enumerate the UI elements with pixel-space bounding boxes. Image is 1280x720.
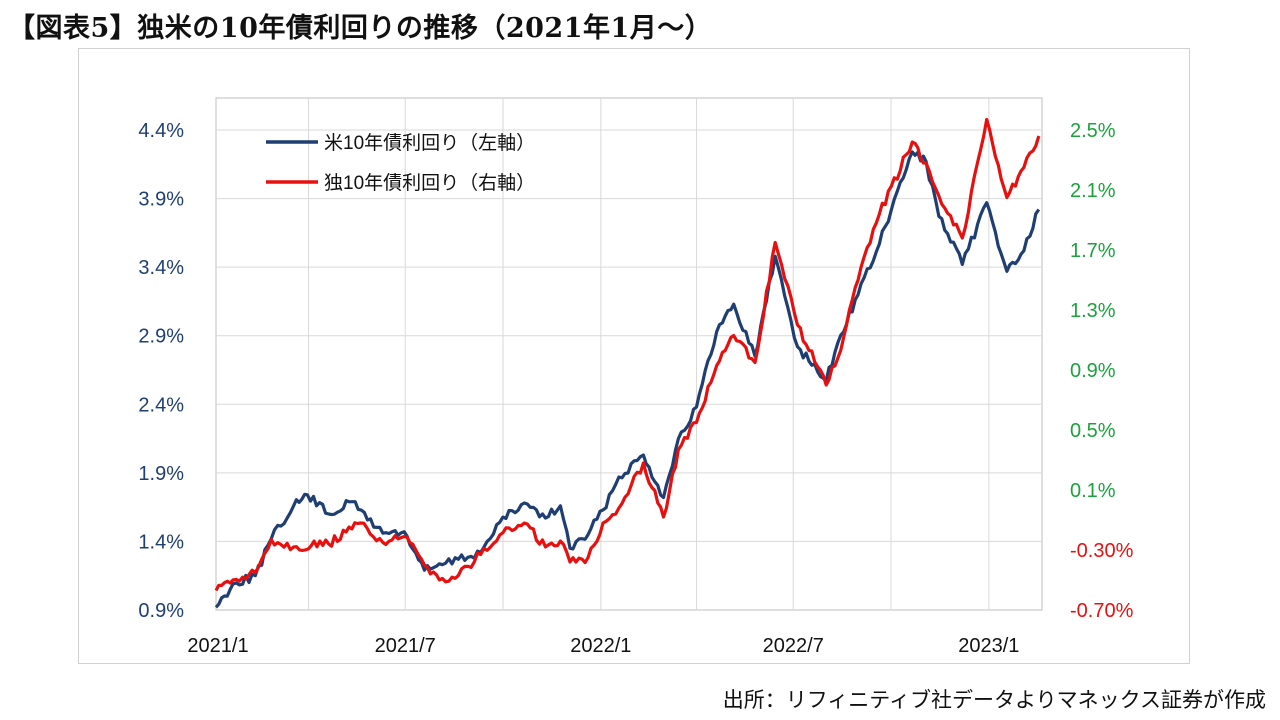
left-tick-label: 0.9% bbox=[138, 600, 184, 622]
right-tick-label: 1.7% bbox=[1070, 240, 1116, 262]
x-tick-label: 2022/1 bbox=[570, 635, 631, 657]
right-tick-label: 2.5% bbox=[1070, 120, 1116, 142]
left-tick-label: 3.9% bbox=[138, 189, 184, 211]
x-tick-label: 2023/1 bbox=[958, 635, 1019, 657]
source-note: 出所：リフィニティブ社データよりマネックス証券が作成 bbox=[722, 688, 1266, 712]
right-tick-label: 0.9% bbox=[1070, 360, 1116, 382]
de-yield-line bbox=[214, 117, 1041, 592]
legend-us-label: 米10年債利回り（左軸） bbox=[324, 132, 535, 154]
right-tick-label: 1.3% bbox=[1070, 300, 1116, 322]
left-tick-label: 3.4% bbox=[138, 257, 184, 279]
right-tick-label: 0.5% bbox=[1070, 420, 1116, 442]
left-tick-label: 1.9% bbox=[138, 463, 184, 485]
right-tick-label: 2.1% bbox=[1070, 180, 1116, 202]
right-tick-label: -0.30% bbox=[1070, 540, 1134, 562]
legend: 米10年債利回り（左軸） 独10年債利回り（右軸） bbox=[266, 132, 535, 194]
left-tick-label: 1.4% bbox=[138, 531, 184, 553]
x-tick-label: 2022/7 bbox=[763, 635, 824, 657]
legend-de-label: 独10年債利回り（右軸） bbox=[324, 172, 535, 194]
left-tick-label: 4.4% bbox=[138, 120, 184, 142]
chart-frame bbox=[78, 48, 1190, 664]
left-tick-label: 2.4% bbox=[138, 394, 184, 416]
series-lines bbox=[214, 117, 1041, 609]
right-tick-label: 0.1% bbox=[1070, 480, 1116, 502]
plot-area bbox=[215, 97, 1043, 611]
x-tick-label: 2021/1 bbox=[187, 635, 248, 657]
right-axis-ticks: -0.70% -0.30% 0.1% 0.5% 0.9% 1.3% 1.7% 2.1% 2.5% bbox=[1070, 120, 1134, 622]
right-tick-label: -0.70% bbox=[1070, 600, 1134, 622]
page-title: 【図表5】独米の10年債利回りの推移（2021年1月～） bbox=[8, 13, 713, 44]
left-axis-ticks: 0.9% 1.4% 1.9% 2.4% 2.9% 3.4% 3.9% 4.4% bbox=[138, 120, 184, 622]
x-tick-label: 2021/7 bbox=[375, 635, 436, 657]
us-yield-line bbox=[214, 150, 1041, 609]
left-tick-label: 2.9% bbox=[138, 326, 184, 348]
x-axis-ticks: 2021/1 2021/7 2022/1 2022/7 2023/1 bbox=[187, 635, 1019, 657]
